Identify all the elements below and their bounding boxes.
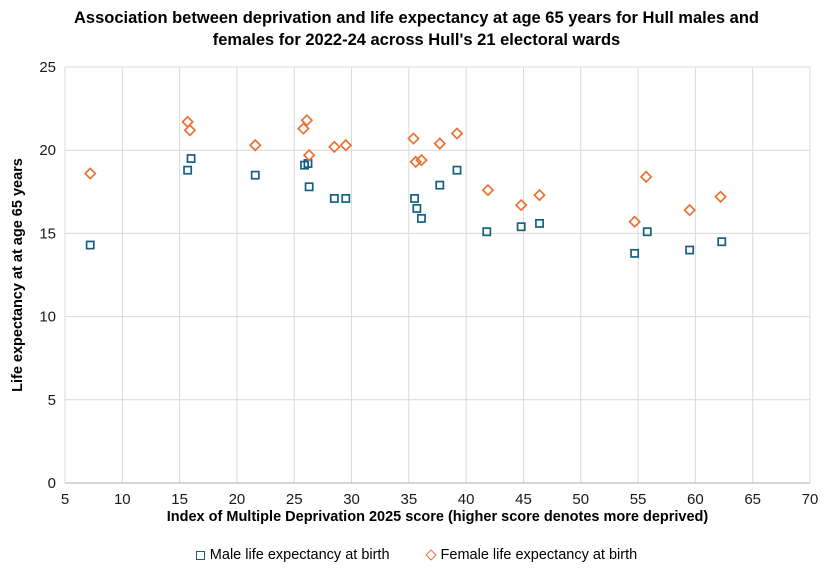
x-tick-label: 35 (401, 491, 418, 508)
data-point-female (639, 170, 653, 184)
data-point-female (481, 183, 495, 197)
x-tick-label: 15 (171, 491, 188, 508)
male-series (85, 154, 727, 258)
legend: Male life expectancy at birth Female lif… (0, 547, 833, 563)
data-point-female (450, 127, 464, 140)
data-point-male (329, 194, 339, 203)
data-point-female (628, 215, 641, 229)
data-point-female (533, 188, 546, 202)
y-axis-tick-labels: 0 5 10 15 20 25 (39, 59, 56, 492)
data-point-male (250, 170, 260, 180)
y-tick-label: 20 (39, 142, 56, 159)
legend-item-male: Male life expectancy at birth (195, 547, 390, 563)
data-point-male (412, 203, 422, 213)
data-point-female (514, 198, 528, 212)
data-point-female (407, 132, 420, 145)
data-point-male (304, 182, 314, 192)
male-square-marker-icon (195, 550, 205, 560)
y-tick-label: 15 (39, 225, 56, 242)
data-point-female (248, 138, 262, 152)
data-point-female (415, 153, 428, 167)
data-point-male (516, 222, 526, 232)
data-point-female (297, 122, 310, 135)
x-tick-label: 40 (458, 491, 475, 508)
data-point-female (300, 113, 314, 127)
y-axis-label: Life expectancy at at age 65 years (10, 158, 26, 392)
data-point-female (83, 167, 97, 180)
data-point-female (328, 140, 341, 154)
data-point-male (183, 165, 193, 175)
data-point-female (339, 138, 353, 152)
x-tick-label: 25 (286, 491, 303, 508)
x-tick-label: 70 (802, 491, 819, 508)
x-tick-label: 30 (343, 491, 360, 508)
data-point-male (535, 218, 544, 228)
data-point-male (482, 227, 492, 237)
x-tick-label: 5 (61, 491, 69, 508)
y-tick-label: 0 (48, 475, 56, 492)
data-point-male (417, 213, 426, 223)
data-point-male (685, 245, 695, 255)
chart-title: Association between deprivation and life… (74, 9, 759, 49)
data-point-male (186, 154, 196, 163)
gridlines (64, 66, 811, 484)
data-point-male (435, 180, 445, 190)
data-point-male (410, 194, 420, 203)
data-point-female (433, 137, 447, 150)
x-tick-label: 60 (687, 491, 704, 508)
data-point-male (341, 194, 351, 203)
x-tick-label: 65 (744, 491, 761, 508)
data-point-male (642, 227, 652, 237)
x-tick-label: 55 (630, 491, 647, 508)
legend-item-female: Female life expectancy at birth (424, 547, 638, 563)
data-point-male (717, 237, 727, 247)
x-tick-label: 50 (572, 491, 589, 508)
x-tick-label: 10 (114, 491, 131, 508)
x-tick-label: 20 (229, 491, 246, 508)
plot-border (64, 66, 811, 484)
data-point-male (85, 240, 95, 250)
data-point-male (630, 248, 640, 258)
y-tick-label: 25 (39, 59, 56, 76)
data-point-female (683, 203, 696, 217)
female-series (83, 113, 727, 229)
female-diamond-marker-icon (424, 549, 437, 561)
y-tick-label: 5 (48, 392, 56, 409)
data-point-male (452, 165, 462, 175)
data-point-female (302, 148, 316, 162)
y-tick-label: 10 (39, 309, 56, 326)
data-point-female (183, 123, 197, 137)
plot-border-rect (64, 66, 811, 484)
data-point-female (714, 190, 727, 204)
legend-label-male: Male life expectancy at birth (209, 547, 390, 563)
x-tick-label: 45 (515, 491, 532, 508)
x-axis-label: Index of Multiple Deprivation 2025 score… (166, 509, 709, 525)
x-axis-tick-labels: 5 10 15 20 25 30 35 40 45 50 55 60 65 70 (61, 491, 819, 508)
legend-label-female: Female life expectancy at birth (440, 547, 638, 563)
